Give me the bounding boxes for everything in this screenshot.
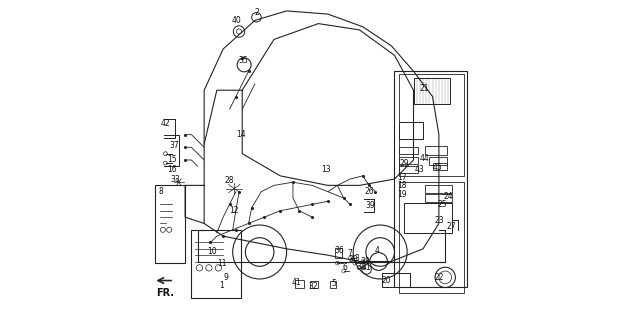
Text: 40: 40 — [232, 16, 241, 25]
Bar — [424, 146, 447, 155]
Text: 30: 30 — [348, 255, 358, 264]
Text: 31: 31 — [362, 263, 371, 272]
Text: 45: 45 — [432, 164, 442, 172]
Bar — [414, 77, 450, 105]
Text: 32: 32 — [309, 282, 318, 292]
Bar — [335, 248, 342, 258]
Text: 28: 28 — [225, 176, 234, 185]
Text: 38: 38 — [361, 257, 370, 266]
Text: 9: 9 — [224, 273, 229, 282]
Text: 25: 25 — [437, 200, 447, 209]
Bar — [399, 166, 418, 173]
Text: 43: 43 — [415, 165, 425, 174]
Text: 44: 44 — [420, 154, 429, 163]
Bar — [399, 182, 464, 293]
Text: 19: 19 — [397, 190, 407, 199]
Text: 7: 7 — [348, 249, 353, 258]
Text: 17: 17 — [397, 173, 407, 182]
Bar — [192, 230, 241, 298]
Text: 22: 22 — [434, 273, 444, 282]
Text: 12: 12 — [230, 206, 239, 215]
Text: 14: 14 — [236, 130, 245, 139]
Text: 41: 41 — [292, 278, 301, 287]
Bar — [310, 281, 318, 288]
Text: 33: 33 — [171, 174, 180, 184]
Bar — [399, 157, 418, 164]
Bar — [394, 71, 467, 287]
Text: 23: 23 — [434, 216, 444, 225]
Text: 8: 8 — [159, 187, 163, 196]
Text: 20: 20 — [382, 276, 391, 285]
Text: 6: 6 — [343, 263, 348, 272]
Text: 15: 15 — [168, 156, 177, 164]
Text: 10: 10 — [207, 247, 217, 257]
Bar — [432, 163, 447, 170]
Text: 16: 16 — [168, 165, 177, 174]
Text: 26: 26 — [364, 187, 374, 196]
Bar — [399, 147, 418, 154]
Bar — [404, 203, 452, 233]
Text: 37: 37 — [169, 141, 179, 150]
Text: 36: 36 — [334, 246, 344, 255]
Text: 2: 2 — [254, 8, 259, 17]
Text: 11: 11 — [217, 259, 227, 268]
Text: 13: 13 — [321, 165, 331, 174]
Text: 42: 42 — [160, 119, 170, 128]
Text: 1: 1 — [219, 281, 224, 290]
Text: 5: 5 — [332, 279, 336, 288]
Text: 35: 35 — [238, 56, 248, 65]
Text: 4: 4 — [374, 246, 379, 255]
Bar — [424, 194, 452, 202]
Text: FR.: FR. — [157, 288, 175, 299]
Bar — [330, 281, 336, 288]
Text: 24: 24 — [444, 192, 453, 201]
Bar — [429, 157, 447, 165]
Bar — [399, 122, 423, 140]
Text: 3: 3 — [354, 254, 359, 263]
Bar — [399, 74, 464, 176]
Text: 18: 18 — [397, 181, 407, 190]
Text: 39: 39 — [366, 202, 376, 211]
Text: 27: 27 — [447, 222, 456, 231]
Bar — [424, 185, 452, 193]
Bar — [382, 273, 411, 287]
Text: 34: 34 — [356, 262, 366, 271]
Bar — [155, 185, 185, 263]
Bar — [295, 280, 304, 288]
Text: 29: 29 — [399, 159, 409, 168]
Text: 21: 21 — [420, 84, 429, 93]
